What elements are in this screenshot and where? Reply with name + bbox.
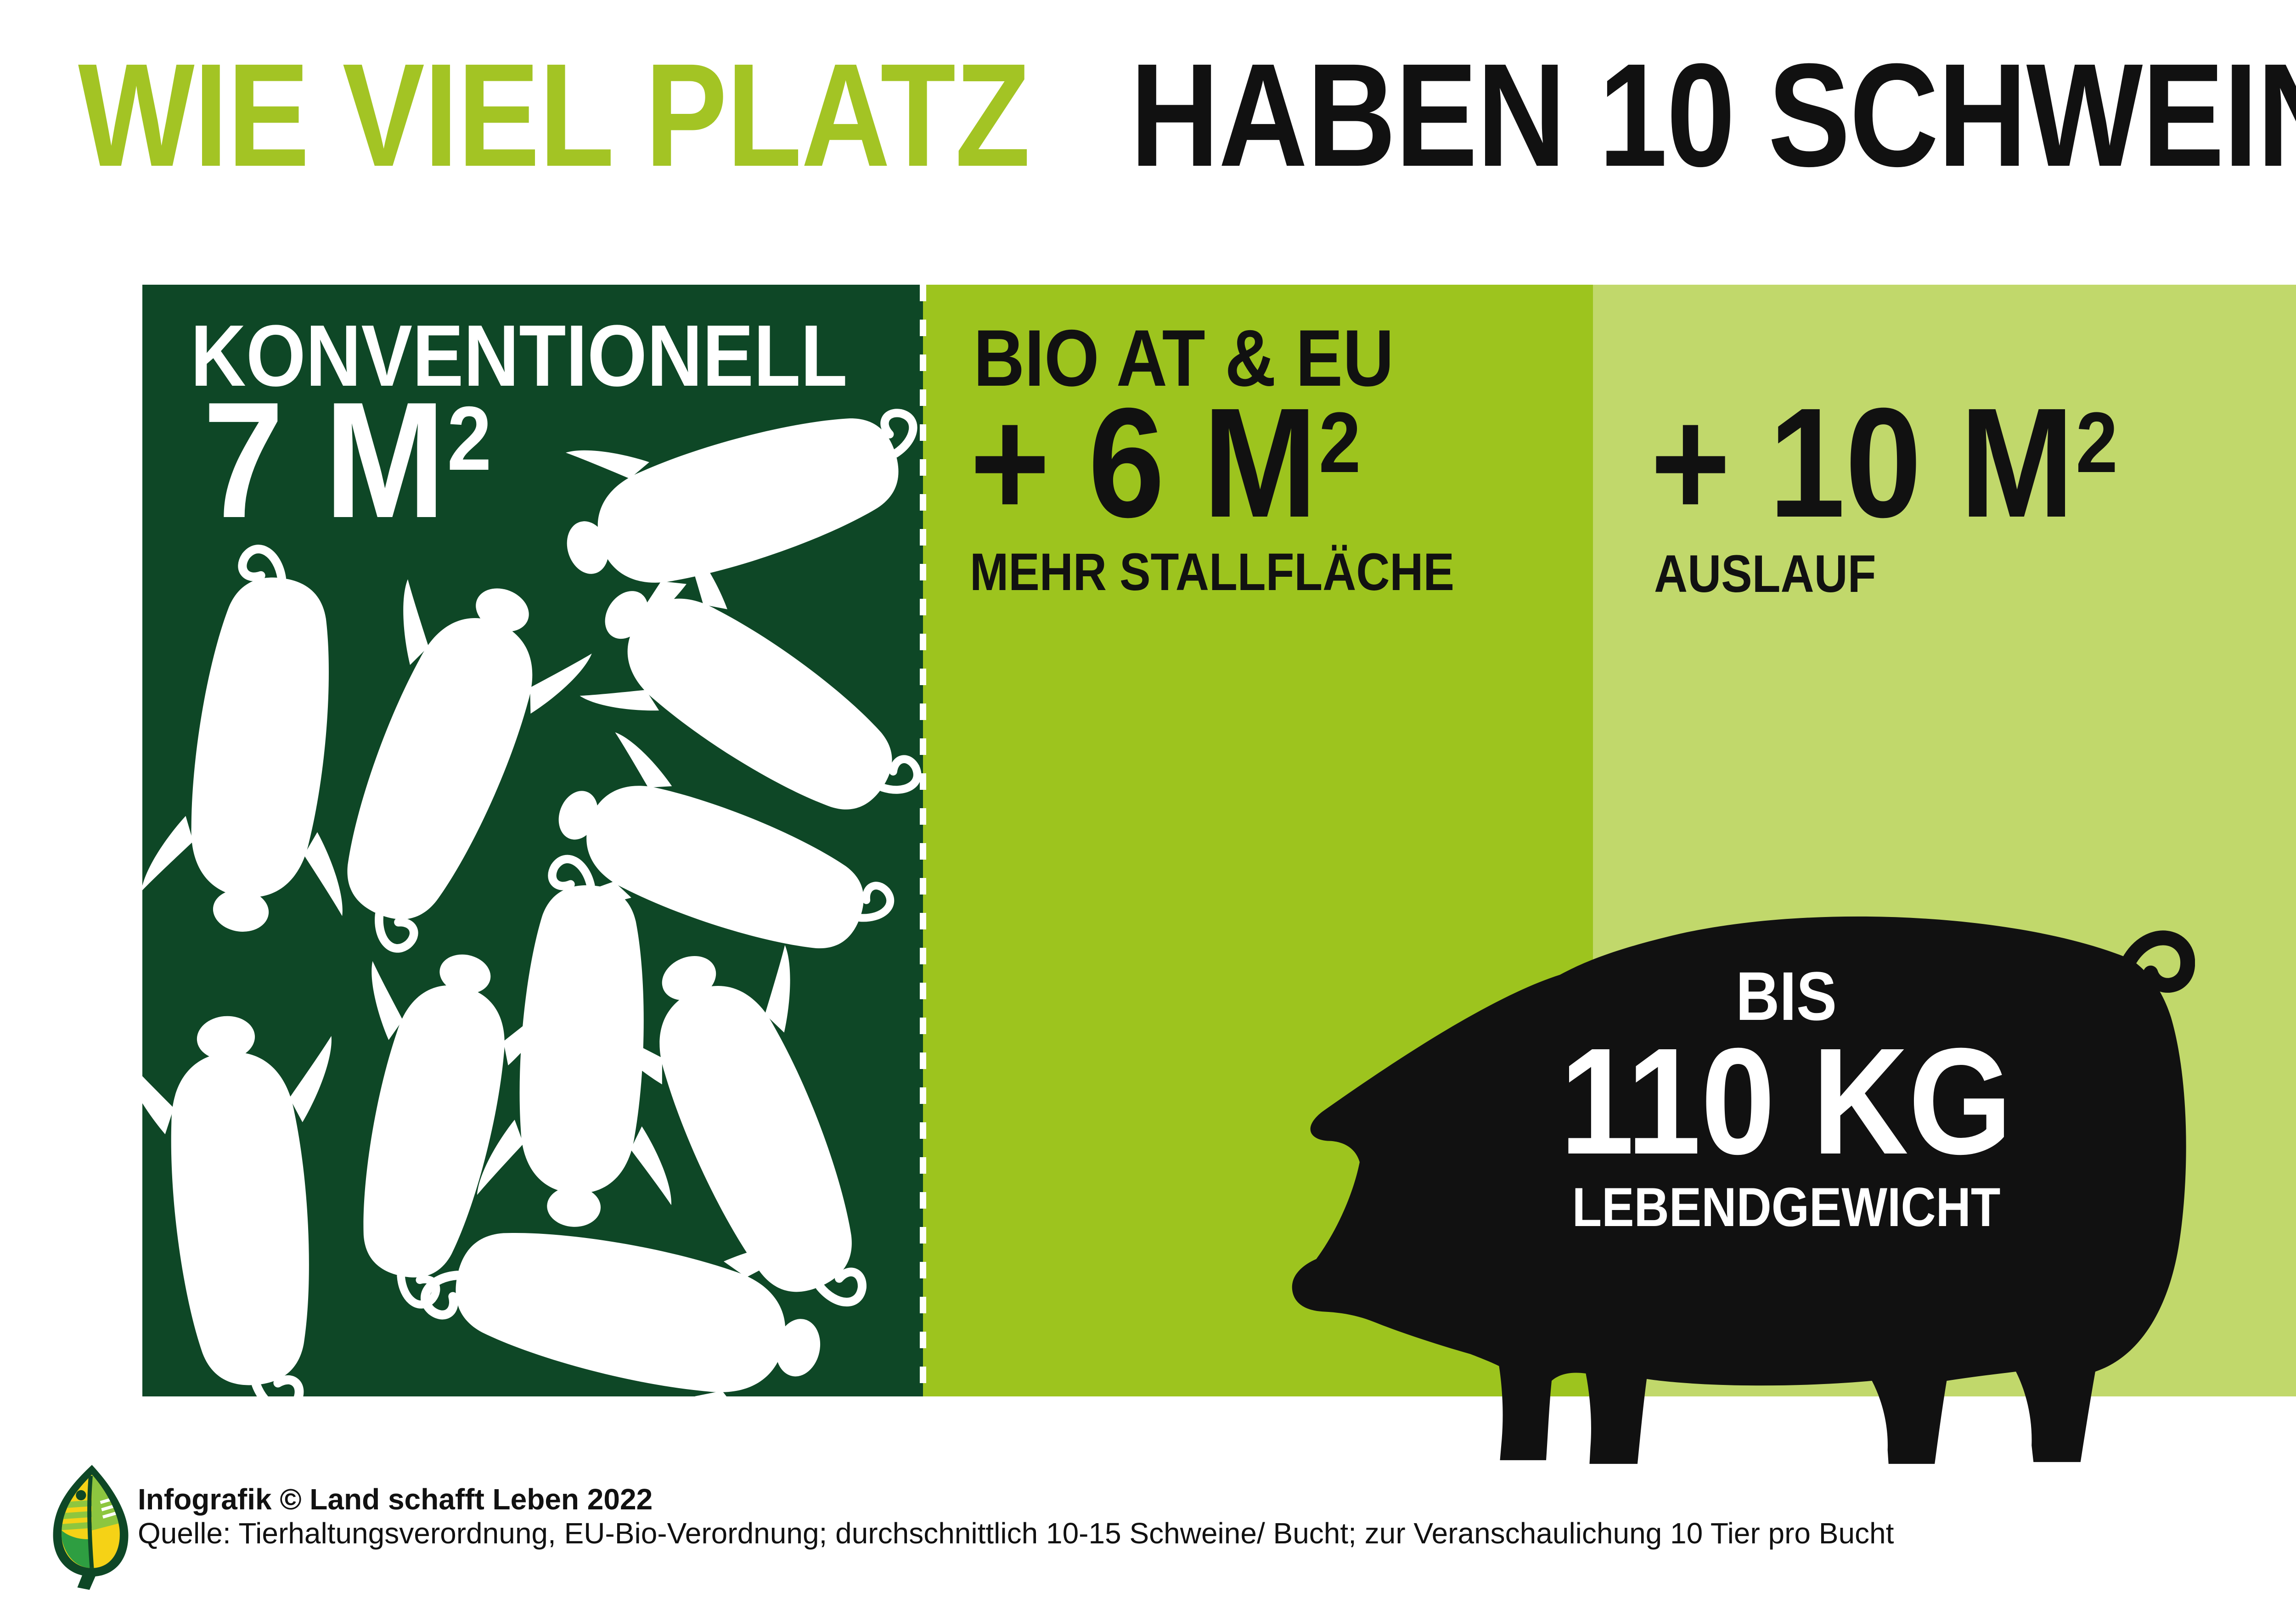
footer-credit: Infografik © Land schafft Leben 2022: [138, 1483, 653, 1516]
auslauf-sublabel: AUSLAUF: [1654, 545, 1876, 603]
konventionell-label: KONVENTIONELL: [191, 307, 848, 405]
pig-weight-prefix: BIS: [1735, 957, 1837, 1035]
dashed-divider: [920, 285, 926, 1396]
auslauf-area-exponent: 2: [2076, 394, 2118, 490]
leaf-logo-icon: [53, 1465, 129, 1590]
bio-label: BIO AT & EU: [974, 314, 1394, 403]
auslauf-area: + 10 M2: [1650, 376, 2118, 550]
page-title: WIE VIEL PLATZ HABEN 10 SCHWEINE?: [78, 41, 2296, 188]
pig-side-silhouette: [1292, 916, 2195, 1464]
title-highlight: WIE VIEL PLATZ: [78, 33, 1030, 197]
pig-weight-value: 110 KG: [1560, 1016, 2013, 1186]
konventionell-area-exponent: 2: [447, 388, 492, 490]
title-rest: HABEN 10 SCHWEINE?: [1130, 33, 2296, 197]
bio-area-exponent: 2: [1318, 394, 1361, 490]
pig-weight-label: LEBENDGEWICHT: [1572, 1176, 2001, 1238]
bio-sublabel: MEHR STALLFLÄCHE: [970, 543, 1454, 602]
bio-area: + 6 M2: [970, 376, 1361, 550]
footer-source: Quelle: Tierhaltungsverordnung, EU-Bio-V…: [138, 1517, 1894, 1550]
konventionell-area: 7 M2: [203, 368, 492, 552]
